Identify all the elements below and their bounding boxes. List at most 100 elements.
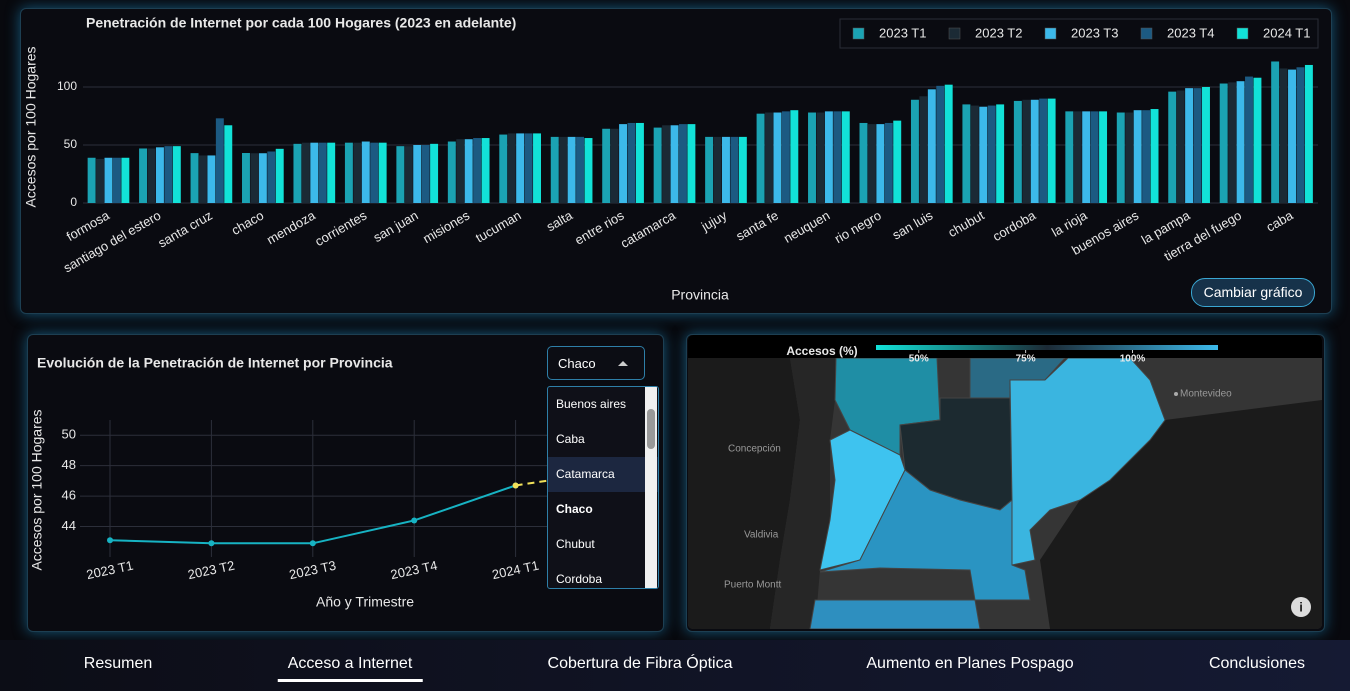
bar xyxy=(653,127,662,203)
y-tick-label: 50 xyxy=(64,137,78,151)
change-chart-button[interactable]: Cambiar gráfico xyxy=(1191,278,1315,307)
province xyxy=(809,599,981,629)
bar xyxy=(112,157,121,203)
dropdown-option[interactable]: Chaco xyxy=(556,502,593,516)
map: Accesos (%) Montevideo Concepción Valdiv… xyxy=(688,335,1322,629)
bar xyxy=(662,125,671,203)
bar xyxy=(781,111,790,203)
y-tick-label: 48 xyxy=(62,457,76,472)
bar xyxy=(859,122,868,203)
bar xyxy=(121,157,130,203)
bar xyxy=(876,124,885,203)
bar xyxy=(738,136,747,203)
point xyxy=(208,540,215,547)
bar xyxy=(730,136,739,203)
bar xyxy=(936,85,945,203)
nav-tab[interactable]: Resumen xyxy=(83,655,153,672)
bar xyxy=(224,125,233,203)
bar xyxy=(1193,88,1202,203)
bar xyxy=(473,138,482,203)
dropdown-option[interactable]: Cordoba xyxy=(556,572,603,586)
bar xyxy=(207,155,216,203)
bar xyxy=(1013,100,1022,203)
bar xyxy=(602,128,611,203)
nav-tab[interactable]: Acceso a Internet xyxy=(277,640,422,688)
dropdown-option[interactable]: Buenos aires xyxy=(556,397,627,411)
caret xyxy=(618,361,628,366)
dropdown-option[interactable]: Chubut xyxy=(556,537,595,551)
bar xyxy=(970,105,979,203)
bar xyxy=(1185,88,1194,203)
bar xyxy=(447,141,456,203)
nav-tab[interactable]: Conclusiones xyxy=(1208,655,1306,672)
legend-swatch xyxy=(1236,27,1249,40)
bar xyxy=(104,157,113,203)
province-dropdown[interactable]: Chaco xyxy=(547,346,645,380)
bar xyxy=(378,142,387,203)
point xyxy=(309,540,316,547)
bar xyxy=(164,146,173,203)
y-axis-title: Accesos por 100 Hogares xyxy=(23,46,39,207)
map-layer: Accesos (%) Montevideo Concepción Valdiv… xyxy=(688,335,1322,629)
bar xyxy=(1245,76,1253,203)
bar xyxy=(919,96,928,203)
bar xyxy=(705,136,714,203)
bar xyxy=(1253,77,1262,203)
bar xyxy=(1279,68,1288,203)
bar xyxy=(250,153,259,203)
bar xyxy=(327,142,336,203)
bar xyxy=(481,138,490,203)
bar xyxy=(139,148,148,203)
ocean xyxy=(1040,400,1322,629)
bar xyxy=(584,138,593,203)
scrollbar[interactable] xyxy=(645,387,657,588)
point xyxy=(512,482,519,489)
bar xyxy=(198,155,207,203)
bar xyxy=(190,153,199,203)
bar xyxy=(1099,111,1108,203)
nav-tab[interactable]: Aumento en Planes Pospago xyxy=(866,655,1074,672)
bar xyxy=(987,105,996,203)
bar xyxy=(1133,110,1142,203)
place-dot xyxy=(1174,392,1178,396)
bar xyxy=(1288,69,1296,203)
place-label: Montevideo xyxy=(1180,389,1232,400)
bar xyxy=(619,124,628,203)
bar xyxy=(1065,111,1074,203)
bar xyxy=(310,142,319,203)
legend-swatch xyxy=(948,27,961,40)
bar xyxy=(824,111,833,203)
bar xyxy=(610,128,619,203)
nav-tab[interactable]: Cobertura de Fibra Óptica xyxy=(547,655,733,672)
bar xyxy=(507,133,516,203)
bar xyxy=(215,118,224,203)
bar xyxy=(155,147,164,203)
bar xyxy=(1030,99,1039,203)
y-axis-title: Accesos por 100 Hogares xyxy=(29,409,45,570)
bar xyxy=(1202,87,1210,203)
bar xyxy=(841,111,850,203)
bar xyxy=(576,136,585,203)
bar xyxy=(833,111,842,203)
info-glyph: i xyxy=(1299,599,1303,614)
bar xyxy=(1090,111,1099,203)
bar xyxy=(456,139,465,203)
scroll-thumb[interactable] xyxy=(647,409,655,449)
bar xyxy=(790,110,799,203)
bar xyxy=(430,143,439,203)
info-icon[interactable] xyxy=(1291,597,1311,617)
legend-label: 2023 T3 xyxy=(1071,25,1118,40)
bar xyxy=(722,136,730,203)
bar xyxy=(267,151,276,203)
chile xyxy=(770,358,836,629)
place-label: Concepción xyxy=(728,444,781,455)
legend-swatch xyxy=(1140,27,1153,40)
bar xyxy=(893,120,902,203)
bar xyxy=(627,122,636,203)
colorbar xyxy=(876,345,1218,350)
dropdown-option[interactable]: Catamarca xyxy=(548,457,658,492)
dropdown-option[interactable]: Caba xyxy=(556,432,585,446)
bar xyxy=(816,112,825,203)
x-axis-title: Año y Trimestre xyxy=(316,594,414,610)
